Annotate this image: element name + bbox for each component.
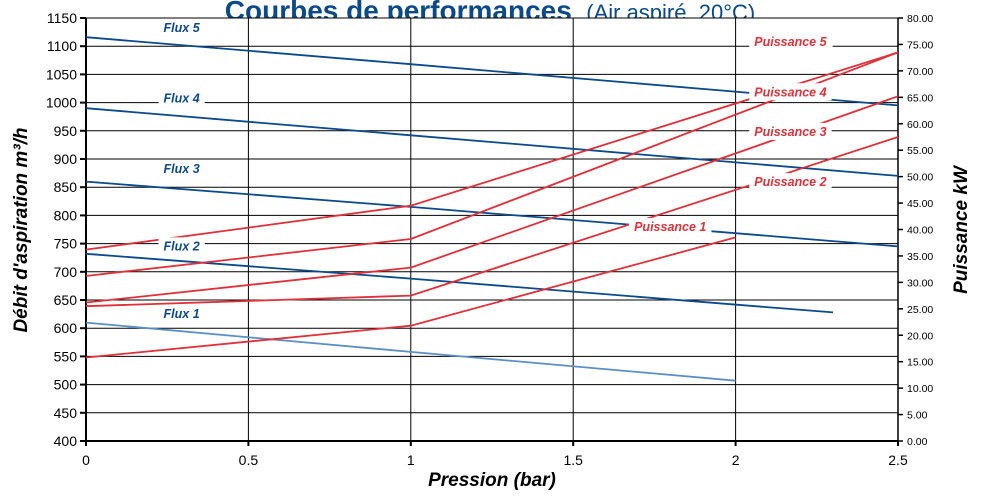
y2-tick-label: 50.00 [907,172,933,184]
series-label: Flux 5 [164,21,201,35]
y-tick-label: 500 [54,377,78,393]
y-tick-label: 800 [54,207,78,223]
y2-tick-label: 75.00 [907,39,933,51]
y2-tick-label: 35.00 [907,251,933,263]
series-label: Puissance 1 [634,220,706,234]
y-tick-label: 750 [54,236,78,252]
y-tick-label: 1100 [47,38,77,54]
x-tick-label: 1.5 [563,452,583,468]
y2-tick-label: 80.00 [907,13,933,25]
x-tick-label: 2.5 [888,452,908,468]
series-label-background [749,122,832,140]
x-tick-label: 0.5 [239,452,259,468]
y-tick-label: 450 [54,405,78,421]
y-tick-label: 1000 [46,95,77,111]
series-label: Puissance 2 [754,175,826,189]
y2-tick-label: 25.00 [907,304,933,316]
y2-tick-label: 15.00 [907,357,933,369]
y-tick-label: 700 [54,264,78,280]
y-tick-label: 1150 [47,10,77,26]
series-group [85,36,899,382]
series-line-puissance-5 [85,51,899,251]
x-tick-label: 1 [407,452,415,468]
plot-area [85,17,899,442]
y2-tick-label: 40.00 [907,225,933,237]
series-line-flux-3 [85,180,899,248]
y2-tick-label: 5.00 [907,410,928,422]
series-line-puissance-2 [85,136,899,308]
series-label: Flux 3 [164,162,200,176]
y-axis-label: Débit d'aspiration m³/h [11,127,32,332]
y-tick-label: 950 [54,123,78,139]
series-line-puissance-1 [85,236,736,359]
series-label-background [629,218,712,236]
y-tick-label: 600 [54,320,78,336]
y-tick-label: 850 [54,179,78,195]
y-tick-label: 400 [54,433,78,449]
series-label-background [749,173,832,191]
series-label-background [158,89,205,107]
y2-tick-label: 20.00 [907,330,933,342]
series-line-flux-1 [85,321,736,382]
y-tick-label: 650 [54,292,78,308]
x-axis-label: Pression (bar) [428,470,556,491]
series-label: Puissance 5 [754,35,827,49]
y2-tick-label: 55.00 [907,145,933,157]
series-label-background [158,19,206,37]
y2-tick-label: 10.00 [907,383,933,395]
y-tick-label: 900 [54,151,78,167]
x-tick-label: 2 [732,452,740,468]
series-label: Puissance 4 [754,85,826,99]
series-label-background [158,305,205,323]
series-line-flux-4 [85,107,899,177]
series-label: Flux 4 [164,92,200,106]
axes: 0 0.5 1 1.5 2 2.5 400 450 500 550 600 650 700 750 800 8… [46,10,934,468]
y2-tick-label: 30.00 [907,277,933,289]
series-line-flux-5 [85,36,899,107]
y2-tick-label: 0.00 [907,436,928,448]
y2-axis-label: Puissance kW [951,164,972,294]
series-line-flux-2 [85,252,834,314]
series-labels: Flux 1 Flux 2 Flux 3 Flux 4 Flux 5 Puissance … [158,19,833,323]
series-label-background [749,33,833,51]
series-label: Flux 1 [164,307,200,321]
series-label: Puissance 3 [754,125,826,139]
series-line-puissance-4 [85,51,899,277]
y2-tick-label: 65.00 [907,92,933,104]
grid-lines [86,18,898,441]
series-line-puissance-3 [85,95,899,304]
series-label-background [158,160,205,178]
y-tick-label: 550 [54,348,78,364]
x-tick-label: 0 [82,452,90,468]
y2-tick-label: 60.00 [907,119,933,131]
y2-tick-label: 70.00 [907,66,933,78]
y-tick-label: 1050 [46,66,77,82]
series-label: Flux 2 [164,239,200,253]
series-label-background [158,237,205,255]
series-label-background [749,83,832,101]
y2-tick-label: 45.00 [907,198,933,210]
